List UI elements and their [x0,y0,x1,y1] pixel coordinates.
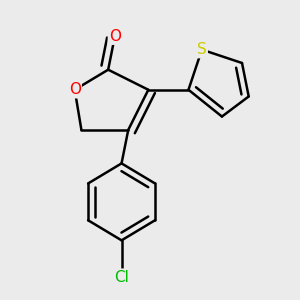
Text: O: O [109,29,121,44]
Text: Cl: Cl [114,270,129,285]
Text: O: O [69,82,81,97]
Text: S: S [197,42,207,57]
